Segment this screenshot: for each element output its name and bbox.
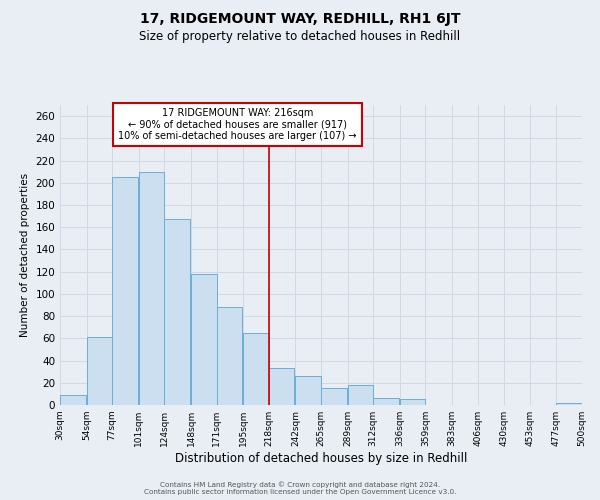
Bar <box>191 274 217 405</box>
Bar <box>243 333 269 405</box>
Bar <box>269 368 295 405</box>
Bar <box>86 337 112 405</box>
Bar <box>347 385 373 405</box>
X-axis label: Distribution of detached houses by size in Redhill: Distribution of detached houses by size … <box>175 452 467 465</box>
Bar <box>295 376 321 405</box>
Bar <box>373 398 399 405</box>
Text: Contains HM Land Registry data © Crown copyright and database right 2024.
Contai: Contains HM Land Registry data © Crown c… <box>144 482 456 495</box>
Text: Size of property relative to detached houses in Redhill: Size of property relative to detached ho… <box>139 30 461 43</box>
Bar <box>112 177 138 405</box>
Bar <box>164 220 190 405</box>
Bar <box>400 400 425 405</box>
Bar <box>60 395 86 405</box>
Bar <box>139 172 164 405</box>
Bar <box>556 403 582 405</box>
Bar <box>217 307 242 405</box>
Y-axis label: Number of detached properties: Number of detached properties <box>20 173 30 337</box>
Text: 17, RIDGEMOUNT WAY, REDHILL, RH1 6JT: 17, RIDGEMOUNT WAY, REDHILL, RH1 6JT <box>140 12 460 26</box>
Text: 17 RIDGEMOUNT WAY: 216sqm
← 90% of detached houses are smaller (917)
10% of semi: 17 RIDGEMOUNT WAY: 216sqm ← 90% of detac… <box>118 108 357 141</box>
Bar <box>321 388 347 405</box>
